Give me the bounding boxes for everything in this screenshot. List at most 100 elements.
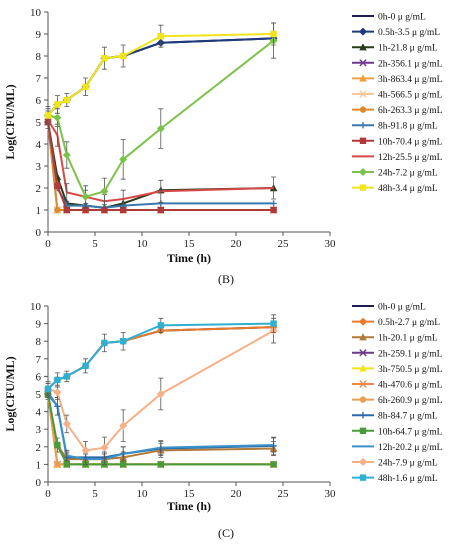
- data-point-s11-p3: [82, 362, 89, 370]
- y-tick-label: 4: [36, 139, 42, 151]
- legend-entry-label: 0h-0 μ g/mL: [378, 303, 426, 313]
- x-tick-label: 30: [325, 488, 337, 500]
- x-tick-label: 15: [184, 238, 196, 250]
- data-point-s8-p7: [270, 461, 277, 468]
- error-bar-s9-p6: [158, 179, 164, 203]
- series-line-9: [47, 391, 274, 461]
- data-point-sleg7-p0: [359, 412, 367, 419]
- y-tick-label: 5: [36, 117, 42, 129]
- legend-entry-label: 3h-750.5 μ g/mL: [378, 365, 443, 375]
- data-point-s11-p4: [101, 55, 108, 62]
- data-point-s11-p6: [157, 33, 164, 40]
- data-point-sleg10-p0: [359, 458, 367, 466]
- data-point-s11-p0: [44, 112, 52, 119]
- data-point-s11-p1: [54, 101, 61, 108]
- data-point-s8-p7: [270, 206, 277, 214]
- legend-entry-label: 48h-3.4 μ g/mL: [378, 184, 438, 194]
- data-point-s10-p3: [81, 192, 90, 201]
- data-point-s10-p5: [119, 421, 128, 430]
- data-point-sleg10-p0: [359, 168, 367, 176]
- y-tick-label: 1: [36, 205, 42, 217]
- legend-entry-label: 3h-863.4 μ g/mL: [378, 75, 443, 85]
- data-point-s6-p1: [54, 206, 61, 214]
- legend-entry-label: 4h-566.5 μ g/mL: [378, 91, 443, 101]
- y-tick-label: 2: [36, 442, 42, 454]
- x-tick-label: 0: [45, 238, 51, 250]
- chart-panel-c: 0 1 2 3 4 5 6 7 8 9 10 0 5 10 15 20 25 30 Time (h) Log(CFU/…: [3, 301, 443, 540]
- data-point-s8-p2: [63, 461, 70, 468]
- x-tick-label: 0: [45, 488, 51, 500]
- y-tick-label: 9: [36, 319, 42, 331]
- y-tick-label: 10: [30, 7, 42, 19]
- data-point-sleg1-p0: [359, 317, 367, 326]
- data-point-s8-p5: [120, 461, 127, 468]
- x-tick-label: 10: [137, 238, 149, 250]
- legend-entry-label: 0h-0 μ g/mL: [378, 13, 426, 23]
- legend-entry-label: 12h-20.2 μ g/mL: [378, 443, 443, 453]
- data-point-sleg11-p0: [359, 474, 367, 481]
- series-line-8: [47, 121, 274, 211]
- y-axis-title: Log(CFU/ML): [3, 356, 17, 431]
- legend-entry-label: 8h-84.7 μ g/mL: [378, 412, 438, 422]
- data-point-s10-p6: [156, 124, 165, 133]
- data-point-s8-p3: [82, 206, 89, 214]
- error-bar-s9-p7: [271, 176, 277, 200]
- data-point-s10-p4: [100, 443, 109, 452]
- data-point-s8-p1: [54, 182, 61, 189]
- legend-entry-label: 24h-7.2 μ g/mL: [378, 169, 438, 179]
- data-point-sleg4-p0: [359, 74, 367, 82]
- y-tick-label: 5: [36, 389, 42, 401]
- data-point-s11-p7: [270, 30, 277, 38]
- x-tick-label: 5: [92, 238, 98, 250]
- data-point-s10-p3: [81, 446, 90, 455]
- data-point-sleg3-p0: [359, 59, 367, 67]
- legend-entry-label: 0.5h-3.5 μ g/mL: [378, 28, 440, 38]
- error-bar-s9-p7: [271, 437, 277, 453]
- y-tick-label: 9: [36, 29, 42, 41]
- panel-label: (B): [218, 272, 234, 286]
- data-point-s11-p6: [157, 322, 164, 329]
- data-point-sleg6-p0: [359, 396, 367, 403]
- legend-entry-label: 4h-470.6 μ g/mL: [378, 381, 443, 391]
- x-tick-label: 20: [231, 488, 243, 500]
- series-line-1: [47, 37, 274, 117]
- data-point-s11-p7: [270, 320, 277, 327]
- data-point-s10-p1: [53, 113, 62, 122]
- x-tick-label: 25: [278, 488, 290, 500]
- data-point-s10-p5: [119, 155, 128, 164]
- y-tick-label: 8: [36, 336, 42, 348]
- data-point-s11-p5: [120, 52, 127, 60]
- legend-entry-label: 2h-356.1 μ g/mL: [378, 59, 443, 69]
- y-tick-label: 0: [36, 477, 42, 489]
- error-bar-s9-p2: [64, 183, 70, 202]
- series-line-10: [47, 39, 275, 199]
- y-tick-label: 10: [30, 301, 42, 313]
- series-line-0: [47, 37, 274, 117]
- data-point-sleg4-p0: [359, 364, 367, 372]
- data-point-sleg8-p0: [359, 137, 367, 144]
- legend-entry-label: 6h-263.3 μ g/mL: [378, 106, 443, 116]
- series-line-9: [47, 119, 274, 203]
- data-point-sleg8-p0: [359, 427, 367, 434]
- x-tick-label: 25: [278, 238, 290, 250]
- data-point-s8-p1: [54, 441, 61, 449]
- legend-entry-label: 8h-91.8 μ g/mL: [378, 122, 438, 132]
- data-point-s11-p5: [120, 338, 127, 345]
- data-point-sleg2-p0: [359, 43, 367, 51]
- y-tick-label: 2: [36, 183, 42, 195]
- data-point-s8-p2: [63, 206, 70, 214]
- data-point-s10-p2: [62, 151, 71, 159]
- data-point-s10-p1: [53, 388, 62, 397]
- x-axis-title: Time (h): [167, 499, 211, 513]
- data-point-s7-p7: [270, 200, 277, 207]
- y-tick-label: 6: [36, 371, 42, 383]
- data-point-sleg5-p0: [359, 90, 367, 98]
- y-tick-label: 0: [36, 227, 42, 239]
- data-point-sleg5-p0: [359, 380, 367, 388]
- legend-entry-label: 48h-1.6 μ g/mL: [378, 474, 438, 484]
- x-tick-label: 30: [325, 238, 337, 250]
- x-axis-title: Time (h): [167, 251, 211, 265]
- error-bar-s9-p2: [64, 449, 70, 462]
- legend-entry-label: 1h-21.8 μ g/mL: [378, 44, 438, 54]
